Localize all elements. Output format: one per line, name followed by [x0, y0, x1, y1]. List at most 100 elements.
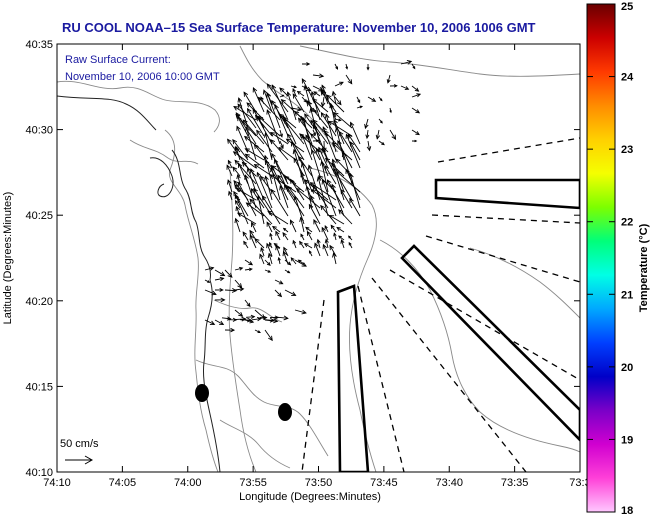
current-arrow: [331, 90, 337, 105]
dashed-line: [431, 214, 580, 224]
current-arrow: [234, 266, 244, 271]
current-arrow: [302, 117, 313, 153]
current-arrow: [234, 279, 243, 289]
current-arrow: [227, 159, 233, 169]
y-tick-label: 40:15: [25, 381, 53, 393]
current-arrow: [313, 219, 321, 233]
dashed-line: [371, 277, 527, 472]
current-arrow: [257, 96, 281, 121]
current-arrow: [279, 184, 289, 209]
current-arrow: [334, 118, 342, 122]
current-arrow: [286, 133, 305, 161]
current-arrow: [365, 129, 370, 140]
current-arrow: [264, 175, 273, 201]
current-arrow: [270, 139, 289, 161]
current-arrow: [389, 84, 398, 88]
current-arrow: [324, 238, 329, 249]
current-arrow: [345, 63, 349, 70]
current-arrow: [234, 193, 249, 225]
current-arrow: [308, 203, 321, 225]
current-arrow: [264, 259, 271, 266]
x-tick-label: 73:55: [239, 477, 267, 489]
current-arrow: [249, 198, 273, 225]
current-arrow: [298, 155, 313, 177]
current-arrow: [264, 329, 273, 342]
current-arrow: [261, 195, 281, 225]
current-arrow: [224, 327, 236, 333]
current-arrow: [348, 241, 353, 249]
current-arrow: [310, 149, 321, 177]
current-arrow: [259, 175, 273, 193]
current-arrow: [266, 242, 273, 257]
current-arrow: [244, 174, 257, 209]
current-arrow: [286, 91, 297, 121]
current-arrow: [234, 199, 241, 209]
current-arrow: [295, 187, 321, 209]
current-arrow: [266, 221, 273, 233]
current-arrow: [242, 119, 265, 145]
current-arrow: [400, 85, 410, 90]
current-arrow: [267, 252, 273, 265]
current-arrow: [312, 73, 325, 79]
current-arrow: [348, 235, 353, 241]
y-tick-label: 40:35: [25, 39, 53, 51]
station-marker: [195, 384, 209, 402]
current-arrow: [279, 129, 283, 138]
colorbar-ticks: 25 24 23 22 21 20 19 18: [587, 1, 634, 517]
current-arrow: [296, 90, 305, 97]
current-arrow: [309, 182, 337, 201]
current-arrow: [244, 148, 265, 161]
current-arrow: [330, 224, 337, 233]
current-arrow: [258, 115, 281, 137]
current-arrow: [312, 85, 324, 92]
current-arrow: [292, 239, 297, 249]
current-arrow: [338, 130, 353, 153]
current-arrow: [333, 232, 337, 241]
current-arrow: [244, 267, 253, 272]
current-arrow: [334, 96, 342, 106]
current-arrow: [284, 289, 297, 296]
channel-outlines: [336, 178, 580, 472]
current-arrow: [297, 259, 305, 265]
current-arrow: [282, 227, 289, 233]
current-arrow: [290, 85, 298, 89]
current-arrow: [311, 98, 329, 113]
current-arrow: [279, 87, 289, 97]
current-arrow: [242, 231, 249, 241]
current-arrow: [269, 232, 273, 241]
current-arrow: [378, 96, 383, 102]
legend-line-2: November 10, 2006 10:00 GMT: [65, 71, 220, 83]
current-arrow: [411, 63, 416, 70]
current-arrow: [321, 226, 329, 241]
current-arrow: [263, 132, 273, 161]
current-arrow: [321, 179, 337, 217]
current-arrow: [329, 102, 337, 129]
current-arrow: [266, 109, 281, 145]
current-arrow: [224, 269, 233, 278]
colorbar-tick-label: 21: [621, 289, 633, 301]
x-tick-label: 74:10: [43, 477, 71, 489]
current-arrow: [234, 217, 241, 233]
current-arrow: [269, 174, 297, 193]
current-arrow: [322, 243, 329, 257]
current-arrow: [277, 174, 297, 201]
current-arrow: [411, 107, 421, 114]
current-arrow: [256, 171, 273, 209]
current-arrow: [389, 107, 392, 114]
current-arrow: [245, 202, 265, 217]
current-arrow: [279, 94, 285, 98]
current-arrow: [284, 269, 291, 274]
current-arrow: [356, 105, 364, 109]
current-arrow: [349, 197, 361, 217]
contour-line: [164, 129, 219, 472]
channel-polygon: [400, 244, 580, 442]
current-arrow: [303, 243, 313, 249]
current-arrow: [334, 63, 339, 70]
current-arrow: [316, 238, 321, 249]
map-title: RU COOL NOAA–15 Sea Surface Temperature:…: [62, 20, 536, 35]
coastline-segment: [171, 149, 211, 281]
y-tick-label: 40:25: [25, 210, 53, 222]
station-marker: [278, 403, 292, 421]
current-arrow: [386, 74, 391, 84]
